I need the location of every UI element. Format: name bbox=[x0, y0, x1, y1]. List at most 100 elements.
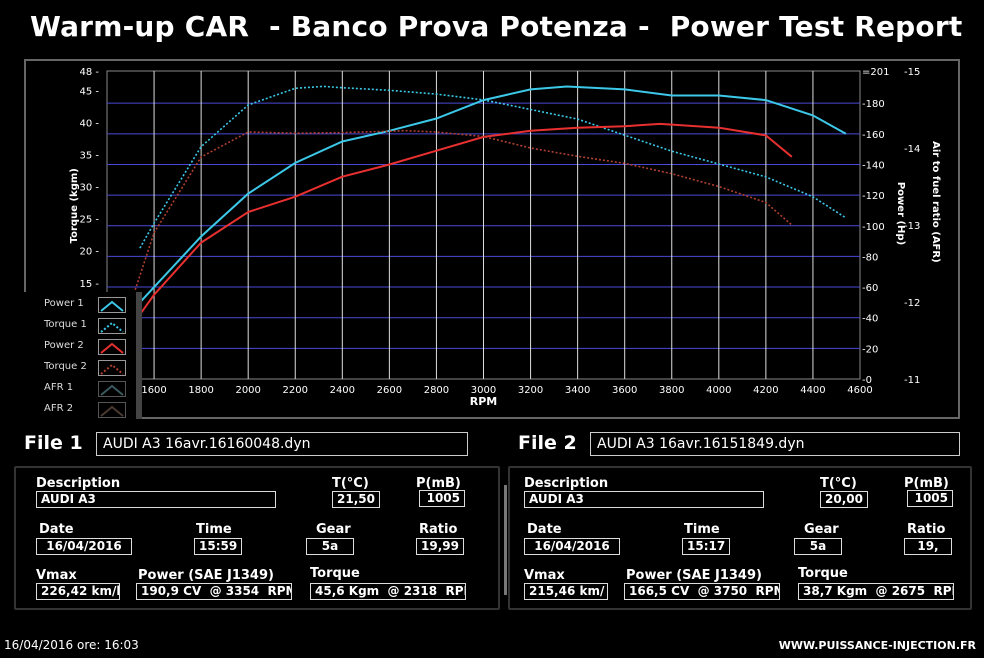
power-tick-label: -120 bbox=[862, 191, 885, 202]
gear-field[interactable]: 5a bbox=[306, 538, 354, 555]
power-tick-label: -180 bbox=[862, 99, 885, 110]
power-tick-label: -40 bbox=[862, 314, 878, 325]
legend-item-label: AFR 1 bbox=[44, 382, 74, 393]
description-label: Description bbox=[524, 476, 609, 491]
power-tick-label: -160 bbox=[862, 130, 885, 141]
torque-axis-label: Torque (kgm) bbox=[69, 168, 80, 243]
pressure-label: P(mB) bbox=[904, 476, 949, 491]
legend-item-label: Torque 2 bbox=[44, 361, 87, 372]
power-tick-label: -20 bbox=[862, 344, 878, 355]
time-field[interactable]: 15:59 bbox=[194, 538, 242, 555]
vmax-label: Vmax bbox=[36, 568, 77, 583]
chart-svg: 1600 1800 2000 2200 2400 2600 2800 3000 3200 3400… bbox=[69, 67, 941, 408]
torque-tick-label: 35 - bbox=[79, 150, 99, 161]
time-field[interactable]: 15:17 bbox=[682, 538, 730, 555]
gear-label: Gear bbox=[316, 522, 351, 537]
file-1-panel bbox=[14, 466, 500, 610]
ratio-field[interactable]: 19,99 bbox=[416, 538, 464, 555]
panel-divider bbox=[504, 485, 507, 595]
legend-swatch[interactable] bbox=[98, 360, 126, 376]
description-field[interactable]: AUDI A3 bbox=[524, 491, 764, 508]
ratio-label: Ratio bbox=[419, 522, 458, 537]
x-tick-label: 1800 bbox=[188, 385, 213, 396]
legend-swatch[interactable] bbox=[98, 297, 126, 313]
x-tick-label: 1600 bbox=[141, 385, 166, 396]
temperature-label: T(°C) bbox=[332, 476, 369, 491]
power-tick-label: -100 bbox=[862, 222, 885, 233]
ratio-field[interactable]: 19, bbox=[904, 538, 952, 555]
power-tick-label: -140 bbox=[862, 160, 885, 171]
x-tick-label: 4200 bbox=[753, 385, 778, 396]
description-field[interactable]: AUDI A3 bbox=[36, 491, 276, 508]
x-tick-label: 3600 bbox=[612, 385, 637, 396]
date-field[interactable]: 16/04/2016 bbox=[524, 538, 620, 555]
torque-tick-label: 20 - bbox=[79, 247, 99, 258]
date-label: Date bbox=[527, 522, 562, 537]
dyno-chart: 1600 1800 2000 2200 2400 2600 2800 3000 3200 3400… bbox=[24, 59, 960, 419]
power-tick-label: =201 bbox=[862, 67, 889, 78]
temperature-field[interactable]: 20,00 bbox=[820, 491, 868, 508]
torque-tick-label: 48 - bbox=[79, 67, 99, 78]
torque-tick-label: 15 - bbox=[79, 279, 99, 290]
x-tick-label: 3400 bbox=[565, 385, 590, 396]
legend-item-label: Power 2 bbox=[44, 340, 84, 351]
chart-legend: Power 1 Torque 1 Power 2 Torque 2 AFR 1 … bbox=[24, 292, 142, 419]
x-tick-label: 2600 bbox=[377, 385, 402, 396]
file-label: File 1 bbox=[24, 432, 83, 454]
series-line-torque-2 bbox=[134, 129, 793, 291]
vmax-label: Vmax bbox=[524, 568, 565, 583]
x-tick-label: 4000 bbox=[706, 385, 731, 396]
power-tick-label: -60 bbox=[862, 283, 878, 294]
file-name-field[interactable]: AUDI A3 16avr.16151849.dyn bbox=[590, 432, 960, 456]
report-title: Warm-up CAR - Banco Prova Potenza - Powe… bbox=[30, 10, 963, 43]
x-tick-label: 2000 bbox=[235, 385, 260, 396]
temperature-field[interactable]: 21,50 bbox=[332, 491, 380, 508]
pressure-label: P(mB) bbox=[416, 476, 461, 491]
vmax-field[interactable]: 215,46 km/ bbox=[524, 583, 608, 600]
footer-datetime: 16/04/2016 ore: 16:03 bbox=[4, 638, 139, 652]
power-tick-label: -0 bbox=[862, 375, 872, 386]
footer-website: WWW.PUISSANCE-INJECTION.FR bbox=[778, 639, 976, 652]
power-label: Power (SAE J1349) bbox=[626, 568, 762, 583]
torque-tick-label: 25 - bbox=[79, 215, 99, 226]
torque-field[interactable]: 45,6 Kgm @ 2318 RPM bbox=[310, 583, 466, 600]
legend-swatch[interactable] bbox=[98, 339, 126, 355]
x-tick-label: 2400 bbox=[330, 385, 355, 396]
torque-label: Torque bbox=[798, 566, 848, 581]
x-tick-label: 4400 bbox=[800, 385, 825, 396]
legend-swatch[interactable] bbox=[98, 318, 126, 334]
time-label: Time bbox=[684, 522, 720, 537]
power-label: Power (SAE J1349) bbox=[138, 568, 274, 583]
legend-item-label: AFR 2 bbox=[44, 403, 74, 414]
date-label: Date bbox=[39, 522, 74, 537]
x-axis-label: RPM bbox=[470, 395, 497, 408]
torque-field[interactable]: 38,7 Kgm @ 2675 RPM bbox=[798, 583, 954, 600]
power-field[interactable]: 190,9 CV @ 3354 RPM bbox=[136, 583, 292, 600]
description-label: Description bbox=[36, 476, 121, 491]
power-tick-label: -80 bbox=[862, 252, 878, 263]
legend-swatch[interactable] bbox=[98, 402, 126, 418]
afr-tick-label: -13 bbox=[904, 221, 920, 232]
time-label: Time bbox=[196, 522, 232, 537]
legend-swatch[interactable] bbox=[98, 381, 126, 397]
pressure-field[interactable]: 1005 bbox=[907, 490, 953, 507]
vmax-field[interactable]: 226,42 km/h bbox=[36, 583, 120, 600]
afr-axis-label: Air to fuel ratio (AFR) bbox=[930, 141, 941, 263]
torque-tick-label: 45 - bbox=[79, 86, 99, 97]
x-tick-label: 3000 bbox=[471, 385, 496, 396]
afr-tick-label: -14 bbox=[904, 144, 920, 155]
x-tick-label: 2800 bbox=[424, 385, 449, 396]
series-line-power-2 bbox=[139, 122, 793, 316]
x-tick-label: 3800 bbox=[659, 385, 684, 396]
legend-item-label: Torque 1 bbox=[44, 319, 87, 330]
power-field[interactable]: 166,5 CV @ 3750 RPM bbox=[624, 583, 780, 600]
torque-tick-label: 40 - bbox=[79, 118, 99, 129]
pressure-field[interactable]: 1005 bbox=[419, 490, 465, 507]
file-label: File 2 bbox=[518, 432, 577, 454]
file-2-panel bbox=[508, 466, 972, 610]
gear-field[interactable]: 5a bbox=[794, 538, 842, 555]
date-field[interactable]: 16/04/2016 bbox=[36, 538, 132, 555]
file-name-field[interactable]: AUDI A3 16avr.16160048.dyn bbox=[96, 432, 468, 456]
torque-label: Torque bbox=[310, 566, 360, 581]
afr-tick-label: -12 bbox=[904, 298, 920, 309]
